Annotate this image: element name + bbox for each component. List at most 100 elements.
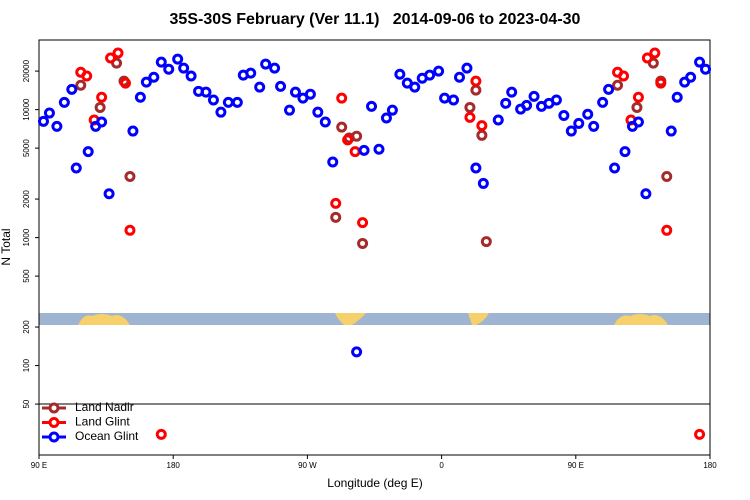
point [254, 81, 266, 93]
point [172, 53, 184, 65]
point [661, 171, 673, 183]
point [155, 428, 167, 440]
point [665, 125, 677, 137]
point [51, 120, 63, 132]
point [43, 107, 55, 119]
point [631, 101, 643, 113]
point [119, 77, 131, 89]
point [349, 146, 361, 158]
point [215, 106, 227, 118]
point [476, 120, 488, 132]
legend-label: Land Glint [75, 415, 130, 429]
point [58, 96, 70, 108]
point [351, 346, 363, 358]
point [200, 86, 212, 98]
chart-title: 35S-30S February (Ver 11.1) 2014-09-06 t… [170, 11, 581, 28]
point [103, 188, 115, 200]
x-tick-label: 90 W [298, 461, 317, 470]
point [75, 79, 87, 91]
point [304, 88, 316, 100]
point [612, 79, 624, 91]
point [464, 101, 476, 113]
point [124, 171, 136, 183]
y-tick-label: 2000 [22, 190, 31, 208]
point [470, 162, 482, 174]
point [609, 162, 621, 174]
point [424, 69, 436, 81]
point [269, 62, 281, 74]
point [336, 121, 348, 133]
point [81, 70, 93, 82]
point [632, 116, 644, 128]
point [134, 91, 146, 103]
legend-marker [48, 402, 60, 414]
point [661, 224, 673, 236]
point [357, 237, 369, 249]
point [284, 104, 296, 116]
point [330, 197, 342, 209]
point [649, 47, 661, 59]
point [470, 75, 482, 87]
point [641, 52, 653, 64]
point [127, 125, 139, 137]
point [618, 70, 630, 82]
point [597, 96, 609, 108]
point [140, 76, 152, 88]
point [655, 77, 667, 89]
x-tick-label: 180 [703, 461, 717, 470]
y-axis-label: N Total [0, 228, 13, 265]
point [373, 143, 385, 155]
point [336, 92, 348, 104]
point [394, 68, 406, 80]
point [480, 236, 492, 248]
y-tick-label: 1000 [22, 228, 31, 246]
point [477, 177, 489, 189]
point [327, 156, 339, 168]
point [694, 56, 706, 68]
point [96, 116, 108, 128]
legend-marker [48, 417, 60, 428]
point [492, 114, 504, 126]
x-tick-label: 0 [439, 461, 444, 470]
point [632, 91, 644, 103]
point [37, 115, 49, 127]
point [694, 428, 706, 440]
y-tick-label: 50 [22, 399, 31, 408]
point [439, 92, 451, 104]
point [66, 83, 78, 95]
point [82, 146, 94, 158]
y-tick-label: 500 [22, 269, 31, 283]
point [448, 94, 460, 106]
y-tick-label: 10000 [22, 98, 31, 121]
legend-label: Ocean Glint [75, 429, 139, 443]
point [380, 112, 392, 124]
point [112, 47, 124, 59]
point [105, 52, 117, 64]
point [245, 67, 257, 79]
point [185, 70, 197, 82]
y-tick-label: 200 [22, 320, 31, 334]
point [155, 56, 167, 68]
point [588, 120, 600, 132]
point [582, 108, 594, 120]
point [163, 63, 175, 75]
point [94, 101, 106, 113]
legend-label: Land Nadir [75, 400, 134, 414]
point [357, 217, 369, 229]
point [386, 104, 398, 116]
point [565, 125, 577, 137]
point [671, 91, 683, 103]
point [70, 162, 82, 174]
point [476, 129, 488, 141]
point [319, 116, 331, 128]
point [330, 211, 342, 223]
point [231, 96, 243, 108]
point [207, 94, 219, 106]
point [222, 96, 234, 108]
point [124, 224, 136, 236]
point [366, 100, 378, 112]
x-tick-label: 90 E [31, 461, 47, 470]
point [289, 86, 301, 98]
point [640, 188, 652, 200]
